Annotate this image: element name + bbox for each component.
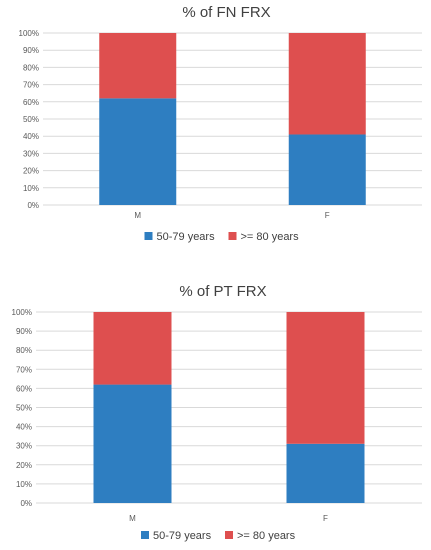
pt-bar-f-series-1 — [286, 312, 365, 444]
pt-bar-f-series-0 — [286, 443, 365, 503]
fn-y-tick-label: 100% — [19, 29, 39, 38]
fn-x-category-label: F — [325, 211, 330, 220]
pt-frx-chart-svg: % of PT FRX 0% 10% 20% 30% 40% 50% 60% 70% 80% 90%… — [12, 283, 422, 542]
pt-x-category-label: F — [323, 514, 328, 523]
fn-bar-m-series-1 — [99, 33, 177, 99]
fn-bar-f-series-1 — [288, 33, 366, 135]
pt-y-tick-label: 40% — [16, 423, 32, 432]
pt-y-tick-label: 50% — [16, 404, 32, 413]
fn-y-tick-label: 90% — [23, 46, 39, 55]
fn-bar-m-series-0 — [99, 98, 177, 205]
pt-y-tick-label: 20% — [16, 461, 32, 470]
fn-legend-swatch-0 — [144, 232, 153, 240]
pt-legend-swatch-1 — [225, 531, 233, 539]
fn-legend-swatch-1 — [228, 232, 237, 240]
pt-y-tick-label: 10% — [16, 480, 32, 489]
fn-frx-chart-svg: % of FN FRX 0% 10% 20% 30% 40% 50% 60% 70% 80% 90%… — [19, 4, 422, 243]
fn-y-tick-label: 50% — [23, 115, 39, 124]
pt-y-tick-label: 60% — [16, 384, 32, 393]
pt-legend-label-1: >= 80 years — [237, 530, 296, 542]
fn-y-tick-label: 30% — [23, 149, 39, 158]
fn-y-tick-label: 20% — [23, 167, 39, 176]
fn-y-tick-label: 0% — [27, 201, 39, 210]
fn-y-tick-label: 80% — [23, 63, 39, 72]
fn-y-tick-label: 10% — [23, 184, 39, 193]
pt-chart-title: % of PT FRX — [179, 283, 266, 300]
fn-legend-label-1: >= 80 years — [241, 231, 300, 243]
pt-x-category-label: M — [129, 514, 136, 523]
fn-legend-label-0: 50-79 years — [157, 231, 216, 243]
fn-bar-f-series-0 — [288, 134, 366, 205]
fn-frx-chart: % of FN FRX 0% 10% 20% 30% 40% 50% 60% 70% 80% 90%… — [0, 0, 431, 270]
fn-y-tick-label: 60% — [23, 98, 39, 107]
pt-legend-label-0: 50-79 years — [153, 530, 212, 542]
pt-y-tick-label: 70% — [16, 365, 32, 374]
fn-chart-title: % of FN FRX — [182, 4, 270, 21]
fn-y-tick-label: 70% — [23, 81, 39, 90]
pt-y-tick-label: 30% — [16, 442, 32, 451]
pt-y-tick-label: 100% — [12, 308, 32, 317]
pt-bar-m-series-0 — [93, 384, 172, 503]
fn-y-tick-label: 40% — [23, 132, 39, 141]
pt-legend-swatch-0 — [141, 531, 149, 539]
pt-y-tick-label: 90% — [16, 327, 32, 336]
pt-frx-chart: % of PT FRX 0% 10% 20% 30% 40% 50% 60% 70% 80% 90%… — [0, 276, 431, 550]
pt-bar-m-series-1 — [93, 312, 172, 385]
pt-y-tick-label: 80% — [16, 346, 32, 355]
pt-y-tick-label: 0% — [20, 499, 32, 508]
fn-x-category-label: M — [134, 211, 141, 220]
